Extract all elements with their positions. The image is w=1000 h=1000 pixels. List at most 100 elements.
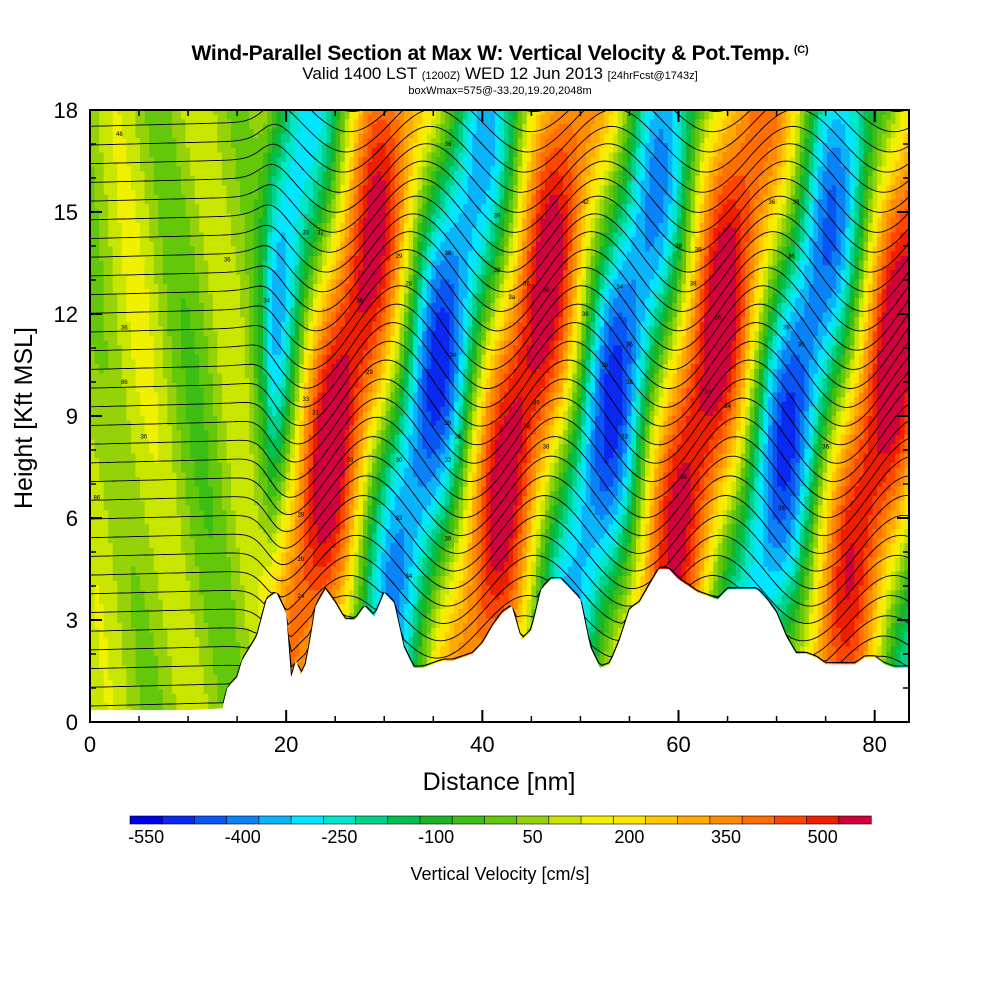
field-cell bbox=[108, 491, 113, 496]
field-cell bbox=[140, 218, 145, 223]
field-cell bbox=[99, 119, 104, 124]
field-cell bbox=[108, 595, 113, 600]
field-cell bbox=[140, 698, 145, 703]
field-cell bbox=[167, 218, 172, 223]
field-cell bbox=[122, 204, 127, 209]
field-cell bbox=[131, 435, 136, 440]
field-cell bbox=[163, 166, 168, 171]
field-cell bbox=[117, 284, 122, 289]
field-cell bbox=[154, 680, 159, 685]
field-cell bbox=[176, 284, 181, 289]
field-cell bbox=[149, 199, 154, 204]
field-cell bbox=[122, 689, 127, 694]
field-cell bbox=[181, 247, 186, 252]
field-cell bbox=[104, 265, 109, 270]
field-cell bbox=[113, 477, 118, 482]
field-cell bbox=[99, 454, 104, 459]
field-cell bbox=[163, 265, 168, 270]
field-cell bbox=[176, 388, 181, 393]
field-cell bbox=[154, 472, 159, 477]
field-cell bbox=[172, 670, 177, 675]
field-cell bbox=[136, 195, 141, 200]
field-cell bbox=[126, 298, 131, 303]
field-cell bbox=[167, 529, 172, 534]
field-cell bbox=[163, 369, 168, 374]
field-cell bbox=[167, 557, 172, 562]
field-cell bbox=[126, 703, 131, 708]
field-cell bbox=[172, 609, 177, 614]
field-cell bbox=[186, 501, 191, 506]
field-cell bbox=[163, 600, 168, 605]
field-cell bbox=[154, 651, 159, 656]
field-cell bbox=[149, 185, 154, 190]
field-cell bbox=[149, 604, 154, 609]
field-cell bbox=[181, 312, 186, 317]
field-cell bbox=[167, 604, 172, 609]
field-cell bbox=[163, 487, 168, 492]
field-cell bbox=[117, 661, 122, 666]
field-cell bbox=[126, 680, 131, 685]
field-cell bbox=[163, 275, 168, 280]
field-cell bbox=[176, 134, 181, 139]
field-cell bbox=[158, 374, 163, 379]
field-cell bbox=[145, 454, 150, 459]
field-cell bbox=[140, 510, 145, 515]
field-cell bbox=[176, 360, 181, 365]
field-cell bbox=[104, 190, 109, 195]
field-cell bbox=[140, 444, 145, 449]
field-cell bbox=[181, 567, 186, 572]
field-cell bbox=[113, 242, 118, 247]
field-cell bbox=[108, 129, 113, 134]
field-cell bbox=[131, 214, 136, 219]
field-cell bbox=[167, 364, 172, 369]
field-cell bbox=[136, 298, 141, 303]
field-cell bbox=[136, 237, 141, 242]
field-cell bbox=[176, 171, 181, 176]
field-cell bbox=[154, 529, 159, 534]
field-cell bbox=[136, 374, 141, 379]
field-cell bbox=[140, 256, 145, 261]
field-cell bbox=[149, 581, 154, 586]
field-cell bbox=[136, 548, 141, 553]
field-cell bbox=[140, 585, 145, 590]
field-cell bbox=[104, 680, 109, 685]
field-cell bbox=[149, 298, 154, 303]
field-cell bbox=[163, 199, 168, 204]
field-cell bbox=[154, 171, 159, 176]
field-cell bbox=[149, 487, 154, 492]
field-cell bbox=[186, 331, 191, 336]
field-cell bbox=[158, 355, 163, 360]
field-cell bbox=[149, 618, 154, 623]
field-cell bbox=[163, 364, 168, 369]
field-cell bbox=[108, 392, 113, 397]
field-cell bbox=[154, 119, 159, 124]
field-cell bbox=[158, 633, 163, 638]
field-cell bbox=[95, 595, 100, 600]
field-cell bbox=[167, 444, 172, 449]
field-cell bbox=[104, 472, 109, 477]
field-cell bbox=[117, 341, 122, 346]
field-cell bbox=[108, 341, 113, 346]
field-cell bbox=[186, 134, 191, 139]
field-cell bbox=[154, 548, 159, 553]
field-cell bbox=[176, 289, 181, 294]
field-cell bbox=[117, 190, 122, 195]
field-cell bbox=[181, 585, 186, 590]
field-cell bbox=[154, 581, 159, 586]
field-cell bbox=[122, 223, 127, 228]
field-cell bbox=[95, 327, 100, 332]
field-cell bbox=[108, 350, 113, 355]
field-cell bbox=[149, 468, 154, 473]
field-cell bbox=[149, 237, 154, 242]
field-cell bbox=[181, 148, 186, 153]
field-cell bbox=[117, 369, 122, 374]
field-cell bbox=[149, 166, 154, 171]
field-cell bbox=[167, 341, 172, 346]
field-cell bbox=[95, 425, 100, 430]
field-cell bbox=[181, 562, 186, 567]
field-cell bbox=[108, 416, 113, 421]
field-cell bbox=[145, 623, 150, 628]
field-cell bbox=[131, 322, 136, 327]
field-cell bbox=[126, 675, 131, 680]
field-cell bbox=[113, 350, 118, 355]
